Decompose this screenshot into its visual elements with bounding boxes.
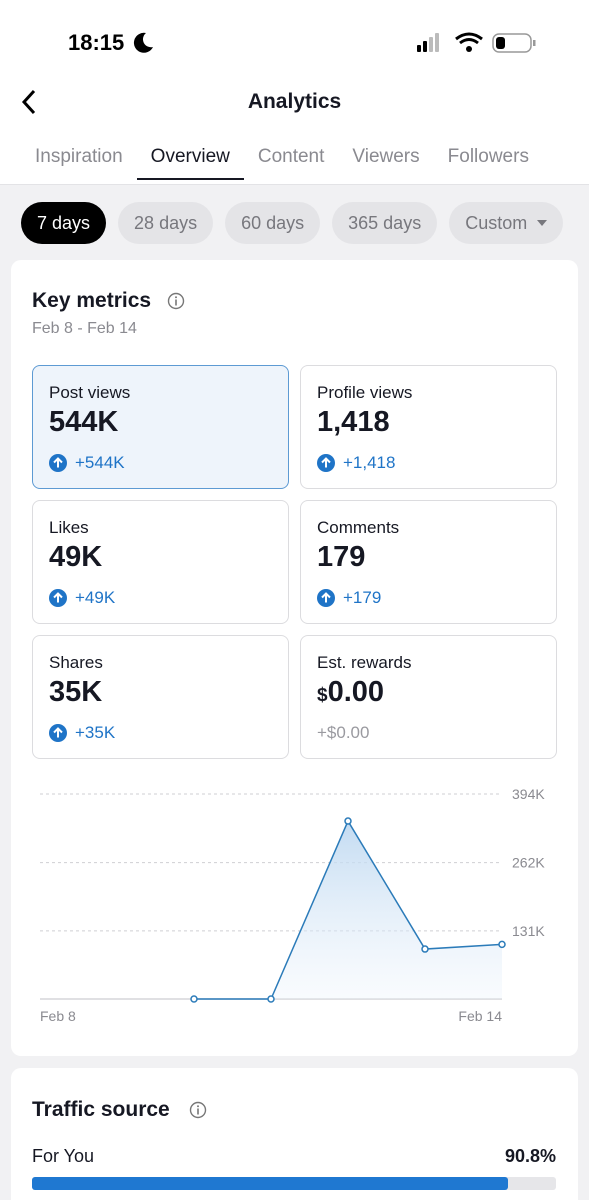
change: +1,418 [343, 453, 396, 472]
value: 544K [49, 406, 119, 438]
area [194, 821, 502, 999]
metric-label: Comments [317, 518, 400, 537]
metric-card[interactable]: Post views 544K +544K [32, 365, 289, 489]
value: 0.00 [327, 676, 385, 708]
metric-label: Profile views [317, 383, 413, 402]
metric-card[interactable]: Profile views 1,418 +1,418 [300, 365, 557, 489]
metric-change: +$0.00 [317, 723, 369, 743]
range-label: Custom [465, 213, 528, 233]
header-title: Analytics [247, 90, 342, 113]
metric-change: +544K [49, 453, 125, 473]
range-label: 365 days [348, 213, 422, 233]
up-arrow-icon [49, 454, 67, 472]
change: +544K [75, 453, 125, 472]
metric-card[interactable]: Est. rewards $0.00 +$0.00 [300, 635, 557, 759]
metric-label: Post views [49, 383, 131, 402]
metric-value: 49K [49, 541, 102, 574]
value: 1,418 [317, 406, 390, 438]
range-pill[interactable]: 365 days [332, 202, 438, 244]
change: +35K [75, 723, 116, 742]
tab[interactable]: Viewers [352, 146, 420, 167]
source-label: For You [32, 1146, 95, 1166]
range-pill[interactable]: Custom [449, 202, 564, 244]
metrics-date-range: Feb 8 - Feb 14 [32, 320, 137, 337]
top-area [0, 0, 589, 185]
metric-value: $0.00 [317, 676, 384, 709]
point [190, 995, 198, 1003]
status-time: 18:15 [68, 30, 125, 55]
range-pill[interactable]: 60 days [225, 202, 321, 244]
change: +$0.00 [317, 723, 370, 742]
value: 179 [317, 541, 366, 573]
up-arrow-icon [49, 589, 67, 607]
metric-change: +179 [317, 588, 381, 608]
range-pill[interactable]: 7 days [21, 202, 107, 244]
x-tick-label: Feb 14 [458, 1008, 502, 1024]
point [344, 817, 352, 825]
value: 35K [49, 676, 103, 708]
metric-value: 1,418 [317, 406, 390, 439]
tab[interactable]: Followers [447, 146, 529, 167]
metric-change: +49K [49, 588, 115, 608]
chart: 131K 262K 394K Feb 8 Feb 14 [40, 786, 545, 1024]
range-pill[interactable]: 28 days [118, 202, 214, 244]
x-tick-label: Feb 8 [40, 1008, 76, 1024]
metric-change: +35K [49, 723, 115, 743]
point [498, 940, 506, 949]
range-label: 7 days [37, 213, 91, 233]
point [267, 995, 275, 1003]
value: 49K [49, 541, 103, 573]
range-label: 60 days [241, 213, 305, 233]
metric-card[interactable]: Shares 35K +35K [32, 635, 289, 759]
metric-change: +1,418 [317, 453, 395, 473]
point [421, 945, 429, 953]
metric-card[interactable]: Comments 179 +179 [300, 500, 557, 624]
status-icons [417, 32, 536, 53]
metric-value: 179 [317, 541, 365, 574]
metrics-title: Key metrics [32, 289, 152, 312]
range-label: 28 days [134, 213, 198, 233]
dropdown-icon [537, 220, 548, 226]
range-bar: 7 days 28 days 60 days 365 days Custom [21, 202, 564, 244]
y-tick-label: 394K [512, 786, 545, 802]
metric-card[interactable]: Likes 49K +49K [32, 500, 289, 624]
source-value: 90.8% [504, 1146, 556, 1166]
metric-label: Shares [49, 653, 103, 672]
currency: $ [317, 685, 328, 706]
change: +49K [75, 588, 116, 607]
back-button[interactable] [18, 88, 42, 116]
up-arrow-icon [317, 454, 335, 472]
info-icon[interactable] [167, 292, 185, 310]
metric-label: Est. rewards [317, 653, 412, 672]
up-arrow-icon [317, 589, 335, 607]
metric-value: 35K [49, 676, 102, 709]
up-arrow-icon [49, 724, 67, 742]
tab-bar: Inspiration Overview Content Viewers Followe… [21, 146, 543, 180]
tab[interactable]: Overview [136, 146, 244, 180]
y-tick-label: 131K [512, 923, 545, 939]
traffic-title: Traffic source [32, 1098, 170, 1121]
divider [0, 184, 589, 185]
metric-label: Likes [49, 518, 89, 537]
tab[interactable]: Content [257, 146, 325, 167]
metric-value: 544K [49, 406, 118, 439]
y-tick-label: 262K [512, 855, 545, 871]
change: +179 [343, 588, 382, 607]
tab[interactable]: Inspiration [35, 146, 123, 167]
info-icon[interactable] [189, 1101, 207, 1119]
source-bar [32, 1177, 508, 1190]
moon-icon [133, 32, 153, 53]
